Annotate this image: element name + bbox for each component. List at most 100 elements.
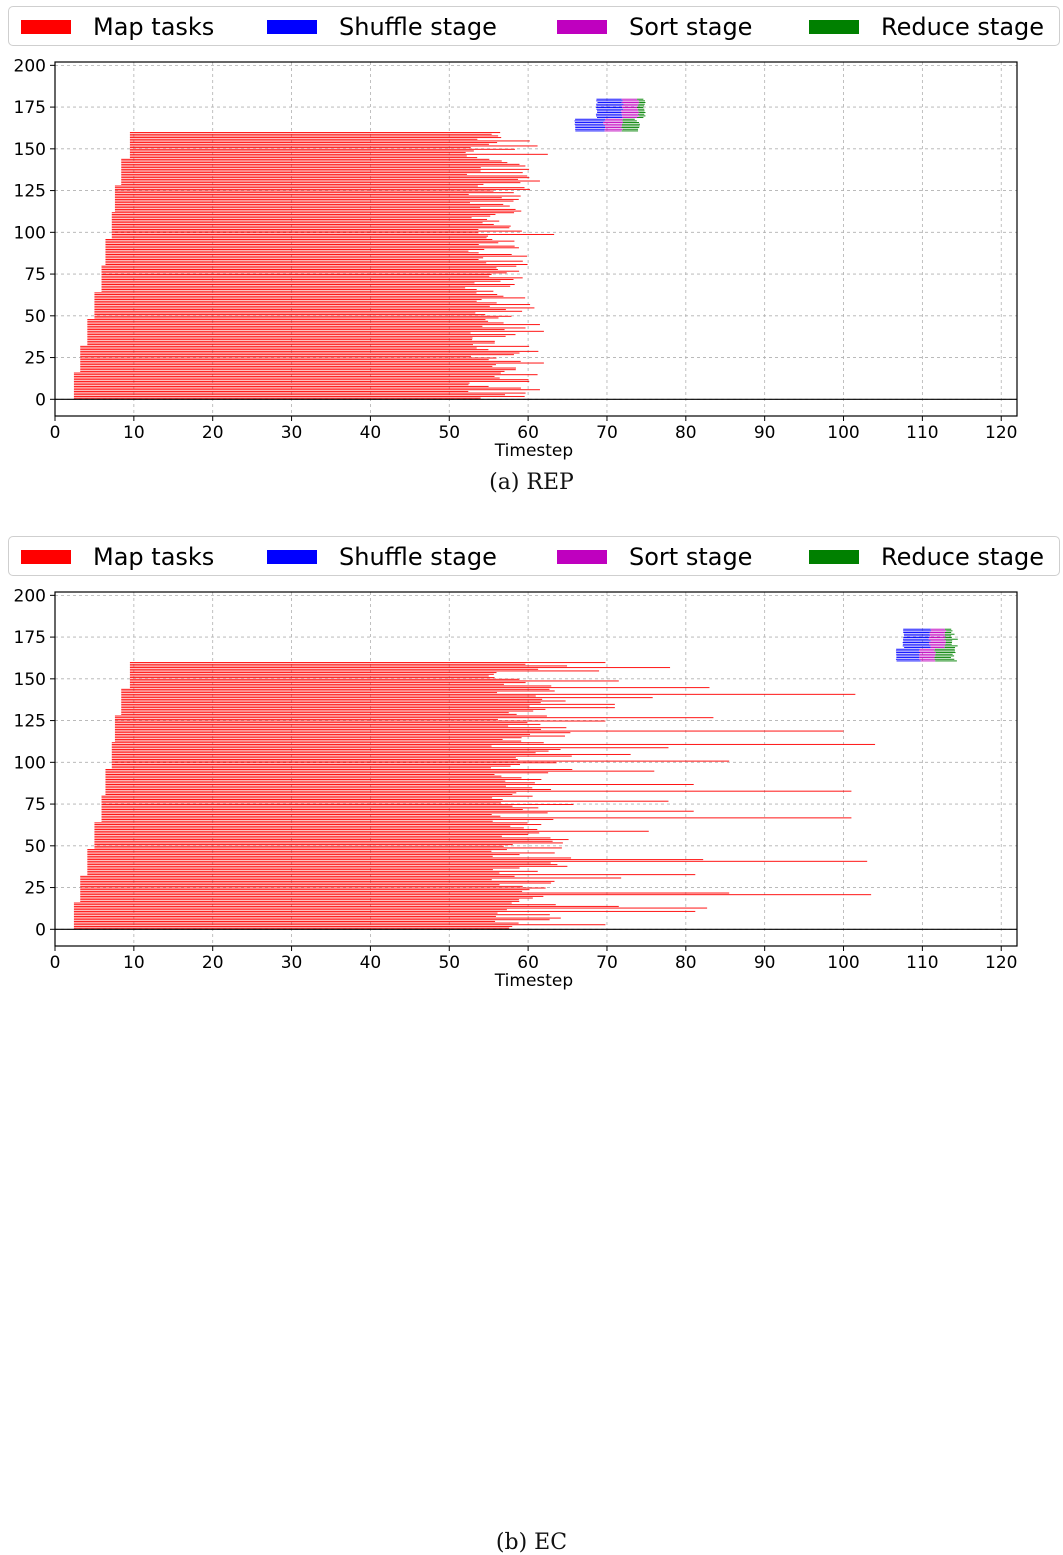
y-tick-label: 125 xyxy=(14,712,46,732)
y-tick-label: 150 xyxy=(14,670,46,690)
map-task-bar xyxy=(121,183,484,185)
map-task-bar xyxy=(111,742,544,744)
map-task-bar xyxy=(105,780,506,782)
map-task-bar xyxy=(121,693,856,695)
x-tick-label: 20 xyxy=(202,423,224,443)
map-task-bar xyxy=(87,864,558,866)
sort-stage-bar xyxy=(605,125,623,127)
shuffle-stage-bar xyxy=(596,110,622,112)
map-task-bar xyxy=(114,715,547,717)
reduce-stage-bar xyxy=(623,118,635,120)
map-task-bar xyxy=(87,867,520,869)
map-task-bar xyxy=(87,319,486,321)
map-task-bar xyxy=(101,274,492,275)
map-task-bar xyxy=(121,692,498,694)
map-task-bar xyxy=(105,790,852,792)
sort-stage-bar xyxy=(604,128,623,130)
map-task-bar xyxy=(114,732,571,734)
x-tick-label: 60 xyxy=(517,953,539,973)
shuffle-stage-bar xyxy=(904,647,931,649)
map-task-bar xyxy=(80,887,546,889)
map-task-bar xyxy=(87,327,526,329)
map-task-bar xyxy=(121,178,519,180)
reduce-stage-bar xyxy=(637,98,644,100)
map-task-bar xyxy=(101,815,501,817)
sort-stage-bar xyxy=(621,112,640,114)
reduce-stage-bar xyxy=(944,628,952,630)
y-tick-label: 125 xyxy=(14,182,46,202)
map-task-bar xyxy=(87,870,538,872)
legend-swatch-shuffle xyxy=(267,550,317,564)
legend-swatch-map xyxy=(21,20,71,34)
shuffle-stage-bar xyxy=(896,653,920,655)
map-task-bar xyxy=(94,847,562,849)
map-task-bar xyxy=(111,760,730,762)
map-task-bar xyxy=(101,280,501,282)
map-task-bar xyxy=(80,882,552,884)
map-task-bar xyxy=(111,215,491,217)
map-task-bar xyxy=(111,218,488,220)
reduce-stage-bar xyxy=(935,655,955,657)
map-task-bar xyxy=(94,309,506,311)
sort-stage-bar xyxy=(928,638,945,640)
map-task-bar xyxy=(111,225,511,227)
legend: Map tasks Shuffle stage Sort stage Reduc… xyxy=(8,6,1060,46)
map-task-bar xyxy=(114,740,522,742)
map-task-bar xyxy=(87,340,495,342)
map-task-bar xyxy=(111,212,515,214)
map-task-bar xyxy=(129,667,671,669)
reduce-stage-bar xyxy=(639,102,646,103)
map-task-bar xyxy=(73,384,469,386)
reduce-stage-bar xyxy=(623,122,639,124)
shuffle-stage-bar xyxy=(574,120,605,122)
map-task-bar xyxy=(87,339,473,341)
y-tick-label: 200 xyxy=(14,56,46,76)
map-task-bar xyxy=(73,380,530,382)
map-task-bar xyxy=(114,718,498,720)
map-task-bar xyxy=(87,874,696,876)
sort-stage-bar xyxy=(929,632,945,633)
map-task-bar xyxy=(114,733,531,735)
map-task-bar xyxy=(114,205,510,207)
map-task-bar xyxy=(105,245,515,247)
map-task-bar xyxy=(111,752,536,754)
legend-swatch-reduce xyxy=(809,550,859,564)
map-task-bar xyxy=(121,703,615,705)
map-task-bar xyxy=(80,897,533,899)
x-tick-label: 30 xyxy=(281,953,303,973)
map-task-bar xyxy=(129,155,467,157)
map-task-bar xyxy=(80,345,530,347)
map-task-bar xyxy=(80,350,539,352)
map-task-bar xyxy=(80,347,477,349)
map-task-bar xyxy=(105,262,487,264)
map-task-bar xyxy=(80,889,530,891)
sort-stage-bar xyxy=(604,130,622,132)
shuffle-stage-bar xyxy=(903,637,930,639)
x-tick-label: 100 xyxy=(827,953,859,973)
shuffle-stage-bar xyxy=(903,640,931,642)
map-task-bar xyxy=(114,192,514,194)
map-task-bar xyxy=(101,282,475,284)
reduce-stage-bar xyxy=(934,648,955,650)
sort-stage-bar xyxy=(621,110,639,112)
map-task-bar xyxy=(105,775,502,777)
shuffle-stage-bar xyxy=(902,645,931,647)
reduce-stage-bar xyxy=(944,632,952,633)
map-task-bar xyxy=(80,879,492,881)
map-task-bar xyxy=(111,220,500,222)
map-task-bar xyxy=(94,305,490,307)
shuffle-stage-bar xyxy=(896,657,920,659)
reduce-stage-bar xyxy=(639,115,646,117)
map-task-bar xyxy=(80,362,544,364)
map-task-bar xyxy=(94,827,524,829)
sort-stage-bar xyxy=(605,118,624,120)
map-task-bar xyxy=(105,252,479,254)
map-task-bar xyxy=(129,142,498,144)
map-task-bar xyxy=(101,810,694,812)
map-task-bar xyxy=(111,762,557,764)
map-task-bar xyxy=(114,730,844,732)
bars xyxy=(73,98,646,399)
shuffle-stage-bar xyxy=(895,650,920,652)
map-task-bar xyxy=(94,842,563,844)
reduce-stage-bar xyxy=(944,645,958,647)
